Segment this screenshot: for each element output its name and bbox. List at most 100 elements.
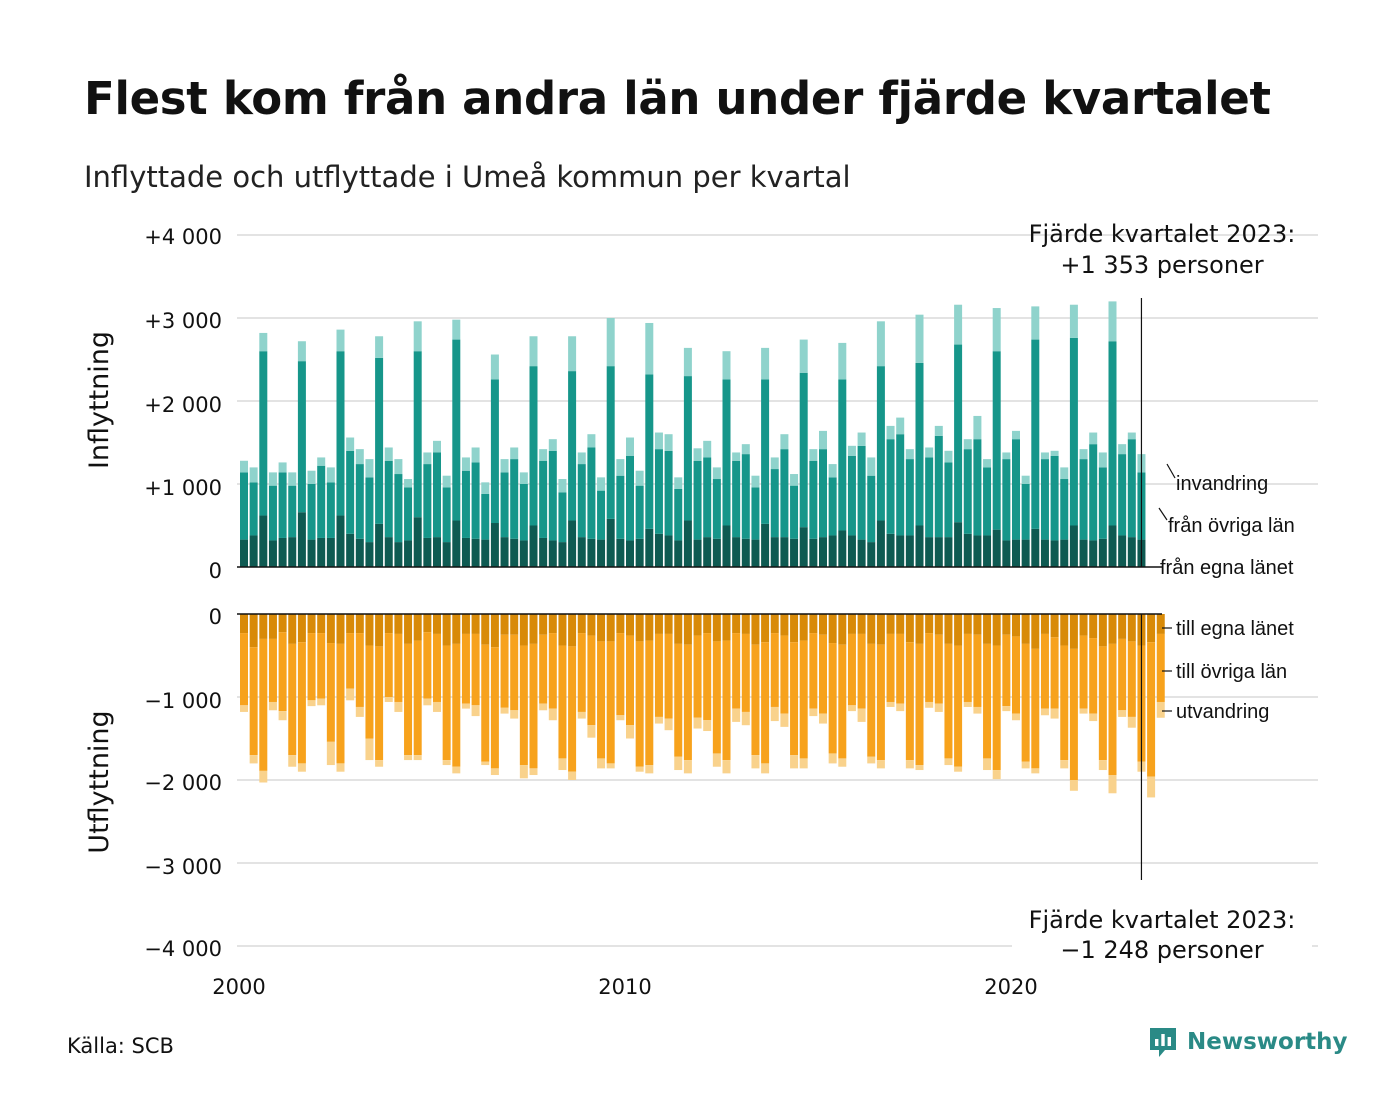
bar-in-own bbox=[471, 538, 480, 567]
bar-out-other bbox=[1156, 633, 1165, 702]
bar-out-own bbox=[886, 614, 895, 634]
bar-in-other bbox=[452, 339, 461, 521]
bar-out-emig bbox=[973, 706, 982, 714]
bar-out-emig bbox=[1040, 708, 1049, 716]
bar-out-emig bbox=[944, 758, 953, 766]
bar-out-emig bbox=[722, 760, 731, 774]
bar-out-emig bbox=[635, 766, 644, 772]
bar-out-other bbox=[355, 633, 364, 707]
bar-out-other bbox=[307, 633, 316, 701]
bar-out-emig bbox=[481, 761, 490, 766]
bar-in-own bbox=[693, 539, 702, 567]
bar-out-emig bbox=[268, 701, 277, 711]
bar-out-own bbox=[433, 614, 441, 634]
bar-in-own bbox=[490, 523, 499, 567]
bar-in-own bbox=[539, 537, 548, 567]
bar-out-own bbox=[867, 614, 876, 644]
bar-in-immig bbox=[635, 470, 644, 486]
bar-out-other bbox=[819, 634, 827, 714]
annotation-out-bg bbox=[1012, 900, 1312, 960]
bar-out-emig bbox=[519, 765, 528, 779]
bar-out-emig bbox=[568, 771, 577, 780]
y-tick-label: 0 bbox=[209, 559, 222, 583]
bar-out-other bbox=[944, 643, 953, 759]
y-tick-label: +3 000 bbox=[144, 309, 222, 333]
bar-out-own bbox=[1031, 614, 1040, 649]
bar-out-other bbox=[519, 645, 528, 766]
bar-out-other bbox=[249, 647, 258, 756]
bar-in-own bbox=[317, 537, 326, 567]
series-label-to-other: till övriga län bbox=[1176, 661, 1287, 683]
bar-in-own bbox=[558, 542, 567, 567]
ylabel-in: Inflyttning bbox=[84, 331, 115, 469]
bar-out-other bbox=[1060, 645, 1069, 761]
bar-in-immig bbox=[616, 459, 625, 476]
bar-in-own bbox=[761, 523, 770, 567]
bar-in-own bbox=[568, 520, 577, 567]
bar-out-other bbox=[548, 633, 557, 709]
bar-in-immig bbox=[1002, 452, 1011, 460]
bar-in-own bbox=[404, 540, 413, 567]
bar-out-own bbox=[1069, 614, 1078, 649]
bar-out-emig bbox=[384, 697, 393, 702]
bar-out-other bbox=[259, 638, 268, 771]
bar-out-emig bbox=[626, 725, 634, 739]
bar-in-own bbox=[1021, 539, 1030, 567]
bar-in-other bbox=[1098, 467, 1107, 539]
bar-in-immig bbox=[1098, 452, 1107, 468]
bar-in-own bbox=[1069, 525, 1078, 567]
bar-in-own bbox=[674, 540, 683, 567]
bar-out-emig bbox=[249, 755, 258, 764]
bar-in-immig bbox=[654, 432, 663, 450]
bar-in-immig bbox=[297, 341, 306, 362]
bar-in-other bbox=[577, 464, 586, 538]
bar-out-other bbox=[375, 646, 384, 761]
bar-in-other bbox=[905, 459, 914, 536]
bar-out-other bbox=[442, 645, 451, 761]
bar-in-own bbox=[481, 539, 490, 567]
series-label-invandring: invandring bbox=[1176, 473, 1268, 495]
bar-in-other bbox=[1002, 459, 1011, 541]
bar-out-own bbox=[519, 614, 528, 646]
bar-in-other bbox=[288, 485, 297, 538]
bar-in-own bbox=[423, 537, 432, 567]
bar-in-immig bbox=[288, 472, 297, 486]
bar-in-immig bbox=[992, 308, 1001, 352]
bar-out-other bbox=[886, 633, 895, 702]
bar-out-emig bbox=[654, 716, 663, 724]
bar-in-immig bbox=[365, 459, 374, 478]
bar-out-own bbox=[548, 614, 557, 634]
bar-in-own bbox=[1079, 539, 1088, 567]
bar-out-own bbox=[413, 614, 422, 641]
bar-in-other bbox=[1021, 484, 1030, 540]
bar-out-emig bbox=[1050, 708, 1059, 719]
bar-in-immig bbox=[442, 475, 451, 488]
bar-out-own bbox=[954, 614, 963, 646]
bar-in-own bbox=[847, 535, 856, 567]
bar-out-other bbox=[268, 638, 277, 702]
bar-out-emig bbox=[732, 708, 741, 722]
bar-out-other bbox=[471, 633, 480, 706]
bar-in-immig bbox=[597, 477, 606, 491]
bar-out-emig bbox=[1118, 710, 1127, 717]
bar-out-other bbox=[751, 644, 760, 756]
bar-in-own bbox=[722, 525, 731, 567]
bar-out-own bbox=[944, 614, 953, 644]
bar-in-other bbox=[336, 351, 345, 516]
bar-out-emig bbox=[925, 701, 934, 708]
bar-out-own bbox=[828, 614, 837, 644]
bar-in-own bbox=[886, 533, 895, 567]
bar-in-own bbox=[1118, 535, 1127, 567]
y-tick-label: +1 000 bbox=[144, 476, 222, 500]
bar-in-immig bbox=[712, 467, 721, 480]
bar-in-immig bbox=[490, 354, 499, 380]
bar-in-immig bbox=[973, 415, 982, 440]
bar-out-own bbox=[915, 614, 924, 644]
bar-out-own bbox=[876, 614, 885, 645]
bar-in-immig bbox=[703, 440, 712, 458]
annotation-out-line1: Fjärde kvartalet 2023: bbox=[1029, 906, 1296, 934]
bar-in-own bbox=[510, 538, 519, 567]
bar-out-emig bbox=[346, 688, 355, 701]
bar-in-other bbox=[944, 462, 953, 538]
bar-in-other bbox=[780, 449, 789, 538]
